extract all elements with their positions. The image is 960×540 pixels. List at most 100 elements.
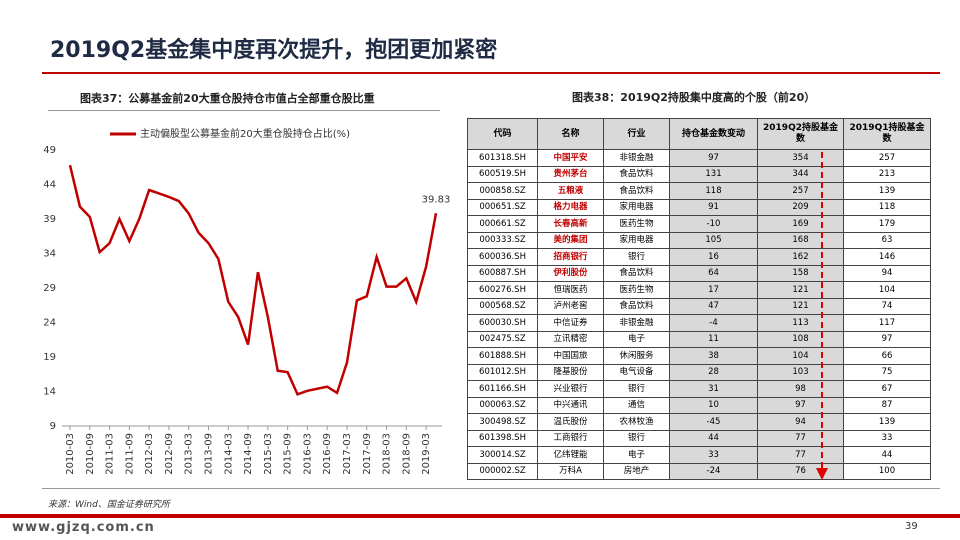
bottom-rule [42, 488, 940, 489]
x-tick-label: 2011-03 [105, 433, 116, 475]
table-cell: 179 [843, 215, 931, 233]
table-cell: 33 [843, 429, 931, 447]
table-row: 000002.SZ 万科A 房地产 -24 76 100 [467, 462, 931, 480]
table-cell: 中国平安 [537, 149, 604, 167]
table-cell: 亿纬锂能 [537, 446, 604, 464]
table-cell: 257 [757, 182, 844, 200]
table-cell: 食品饮料 [603, 182, 670, 200]
table-cell: 162 [757, 248, 844, 266]
table-cell: 000651.SZ [467, 198, 538, 216]
table-cell: 100 [843, 462, 931, 480]
table-cell: 泸州老窖 [537, 297, 604, 315]
y-tick-label: 19 [43, 352, 56, 363]
table-cell: 中国国旅 [537, 347, 604, 365]
table-row: 601888.SH 中国国旅 休闲服务 38 104 66 [467, 347, 931, 365]
table-cell: 33 [669, 446, 758, 464]
table-cell: 食品饮料 [603, 297, 670, 315]
table-cell: 农林牧渔 [603, 413, 670, 431]
chart: 9 14 19 24 29 34 39 44 49 2010-03 2010-09 2011-03 20… [43, 127, 451, 475]
table-cell: 000858.SZ [467, 182, 538, 200]
x-tick-label: 2013-09 [203, 433, 214, 475]
table-cell: 113 [757, 314, 844, 332]
table-row: 601012.SH 隆基股份 电气设备 28 103 75 [467, 363, 931, 381]
table-cell: 000002.SZ [467, 462, 538, 480]
table-cell: 食品饮料 [603, 264, 670, 282]
y-tick-label: 39 [43, 214, 56, 225]
table-cell: 温氏股份 [537, 413, 604, 431]
table-row: 000858.SZ 五粮液 食品饮料 118 257 139 [467, 182, 931, 200]
x-tick-label: 2018-03 [382, 433, 393, 475]
table-cell: 中兴通讯 [537, 396, 604, 414]
table-cell: 工商银行 [537, 429, 604, 447]
table-cell: 76 [757, 462, 844, 480]
table-cell: 121 [757, 281, 844, 299]
title-rule [42, 72, 940, 74]
table-cell: 伊利股份 [537, 264, 604, 282]
table-cell: 158 [757, 264, 844, 282]
column-header: 2019Q1持股基金数 [843, 118, 931, 150]
table-cell: 银行 [603, 429, 670, 447]
table-cell: 非银金融 [603, 149, 670, 167]
table-cell: 电气设备 [603, 363, 670, 381]
table-row: 000661.SZ 长春高新 医药生物 -10 169 179 [467, 215, 931, 233]
table-cell: 电子 [603, 330, 670, 348]
x-tick-label: 2016-09 [322, 433, 333, 475]
source-note: 来源：Wind、国金证券研究所 [48, 500, 170, 510]
table-cell: 医药生物 [603, 281, 670, 299]
website: www.gjzq.com.cn [12, 520, 155, 535]
table-cell: 银行 [603, 380, 670, 398]
table-row: 000568.SZ 泸州老窖 食品饮料 47 121 74 [467, 297, 931, 315]
chart-rule [48, 110, 440, 111]
table-row: 600887.SH 伊利股份 食品饮料 64 158 94 [467, 264, 931, 282]
table-body: 601318.SH 中国平安 非银金融 97 354 257 600519.SH 贵州茅台 食品… [467, 149, 931, 480]
table-cell: 38 [669, 347, 758, 365]
x-tick-label: 2017-09 [362, 433, 373, 475]
x-tick-label: 2010-03 [65, 433, 76, 475]
data-line [68, 164, 438, 396]
table-cell: 银行 [603, 248, 670, 266]
table-row: 600519.SH 贵州茅台 食品饮料 131 344 213 [467, 165, 931, 183]
table-cell: 隆基股份 [537, 363, 604, 381]
table-cell: 600276.SH [467, 281, 538, 299]
table-row: 601166.SH 兴业银行 银行 31 98 67 [467, 380, 931, 398]
table-cell: 食品饮料 [603, 165, 670, 183]
table-cell: 000661.SZ [467, 215, 538, 233]
x-tick-label: 2017-03 [342, 433, 353, 475]
data-label: 39.83 [422, 194, 451, 205]
table-cell: 10 [669, 396, 758, 414]
table-cell: 146 [843, 248, 931, 266]
table-cell: 000568.SZ [467, 297, 538, 315]
table-cell: 118 [669, 182, 758, 200]
table-cell: 立讯精密 [537, 330, 604, 348]
column-header: 名称 [537, 118, 604, 150]
table-cell: 医药生物 [603, 215, 670, 233]
table-row: 000063.SZ 中兴通讯 通信 10 97 87 [467, 396, 931, 414]
table-cell: 非银金融 [603, 314, 670, 332]
table-cell: 169 [757, 215, 844, 233]
table-cell: 格力电器 [537, 198, 604, 216]
table-cell: -45 [669, 413, 758, 431]
table-cell: 87 [843, 396, 931, 414]
column-header: 持仓基金数变动 [669, 118, 758, 150]
table-cell: 家用电器 [603, 198, 670, 216]
bottom-bar [0, 514, 960, 518]
table-cell: 300014.SZ [467, 446, 538, 464]
x-tick-label: 2012-09 [164, 433, 175, 475]
table-cell: 601012.SH [467, 363, 538, 381]
x-tick-label: 2012-03 [144, 433, 155, 475]
table-cell: 五粮液 [537, 182, 604, 200]
y-tick-label: 49 [43, 145, 56, 156]
table-cell: 300498.SZ [467, 413, 538, 431]
table-cell: 31 [669, 380, 758, 398]
x-tick-label: 2013-03 [184, 433, 195, 475]
table-cell: 209 [757, 198, 844, 216]
table-cell: 电子 [603, 446, 670, 464]
data-table: 代码 名称 行业 持仓基金数变动 2019Q2持股基金数 2019Q1持股基金数 6013… [467, 118, 931, 480]
table-cell: 600030.SH [467, 314, 538, 332]
table-cell: 000333.SZ [467, 231, 538, 249]
column-header: 行业 [603, 118, 670, 150]
table-cell: 139 [843, 182, 931, 200]
table-cell: 121 [757, 297, 844, 315]
legend-label: 主动偏股型公募基金前20大重仓股持仓占比(%) [140, 127, 350, 140]
